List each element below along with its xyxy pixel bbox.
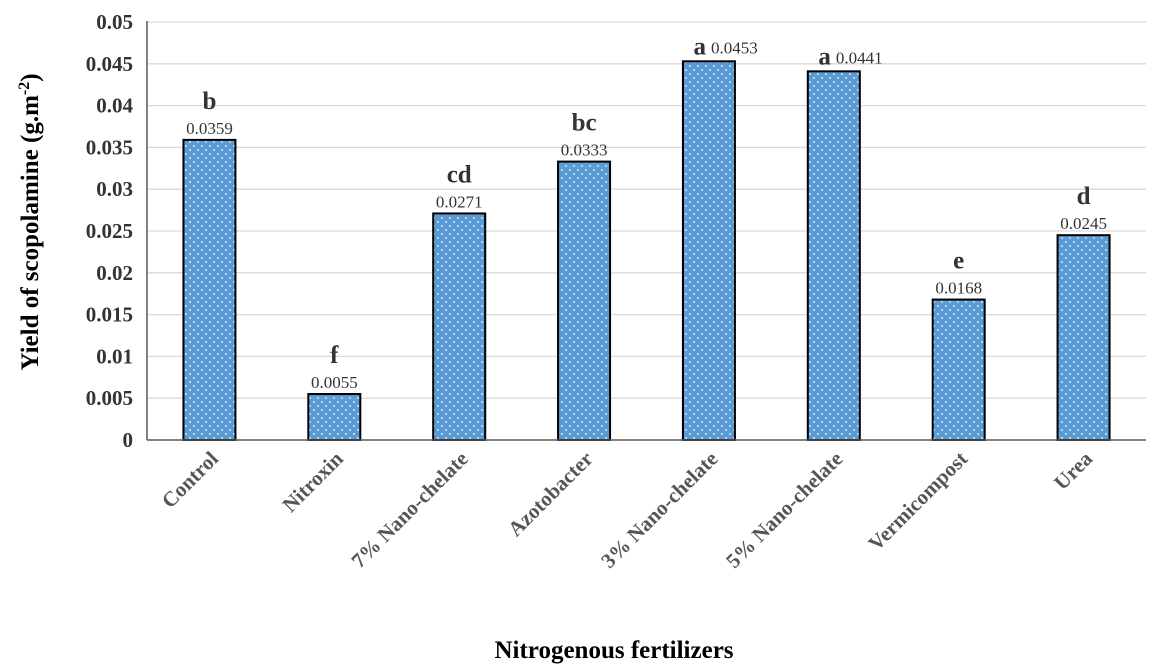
- data-label: 0.0271: [436, 192, 483, 211]
- bar: [931, 298, 986, 441]
- y-tick-label: 0.02: [96, 261, 133, 285]
- data-label: 0.0168: [935, 279, 982, 298]
- bar: [182, 138, 237, 441]
- significance-letter: bc: [572, 110, 597, 137]
- significance-letter: e: [953, 248, 964, 275]
- data-label: 0.0359: [186, 119, 233, 138]
- data-label: 0.0055: [311, 373, 358, 392]
- significance-letter: b: [202, 88, 216, 115]
- y-tick-label: 0.03: [96, 177, 133, 201]
- significance-letter: a: [693, 33, 706, 60]
- data-label: 0.0441: [836, 48, 883, 67]
- y-tick-label: 0.005: [86, 386, 133, 410]
- x-tick-label: 5% Nano-chelate: [721, 447, 847, 573]
- x-tick-label: Nitroxin: [278, 446, 349, 517]
- bar: [307, 393, 362, 441]
- x-tick-label: Azotobacter: [503, 447, 597, 541]
- bar: [806, 70, 861, 441]
- y-tick-label: 0.025: [86, 219, 133, 243]
- y-tick-label: 0.04: [96, 94, 133, 118]
- bar: [557, 160, 612, 441]
- y-axis-title-close: ): [17, 73, 44, 81]
- data-label: 0.0245: [1060, 214, 1107, 233]
- x-tick-label: Control: [157, 446, 223, 512]
- x-tick-label: 7% Nano-chelate: [346, 447, 472, 573]
- bar: [681, 60, 736, 442]
- y-tick-label: 0.05: [96, 10, 133, 34]
- bar: [432, 212, 487, 441]
- significance-letter: a: [818, 43, 831, 70]
- x-tick-label: Urea: [1049, 446, 1097, 494]
- y-tick-label: 0.035: [86, 135, 133, 159]
- significance-letter: f: [330, 342, 339, 369]
- y-tick-label: 0.01: [96, 344, 133, 368]
- significance-letter: cd: [447, 161, 472, 188]
- y-tick-label: 0.045: [86, 52, 133, 76]
- y-tick-label: 0.015: [86, 303, 133, 327]
- significance-letter: d: [1077, 183, 1091, 210]
- y-axis-title: Yield of scopolamine (g.m-2): [16, 73, 44, 370]
- data-label: 0.0333: [561, 141, 608, 160]
- y-tick-label: 0: [123, 428, 134, 452]
- x-tick-label: 3% Nano-chelate: [596, 447, 722, 573]
- data-label: 0.0453: [711, 38, 758, 57]
- y-axis-title-main: Yield of scopolamine (g.m: [17, 95, 44, 371]
- gridlines: [147, 21, 1146, 399]
- bar: [1056, 234, 1111, 441]
- y-axis-title-superscript: -2: [16, 82, 33, 95]
- axes: [146, 21, 1146, 441]
- x-axis-title: Nitrogenous fertilizers: [494, 637, 733, 664]
- x-tick-label: Vermicompost: [863, 447, 972, 556]
